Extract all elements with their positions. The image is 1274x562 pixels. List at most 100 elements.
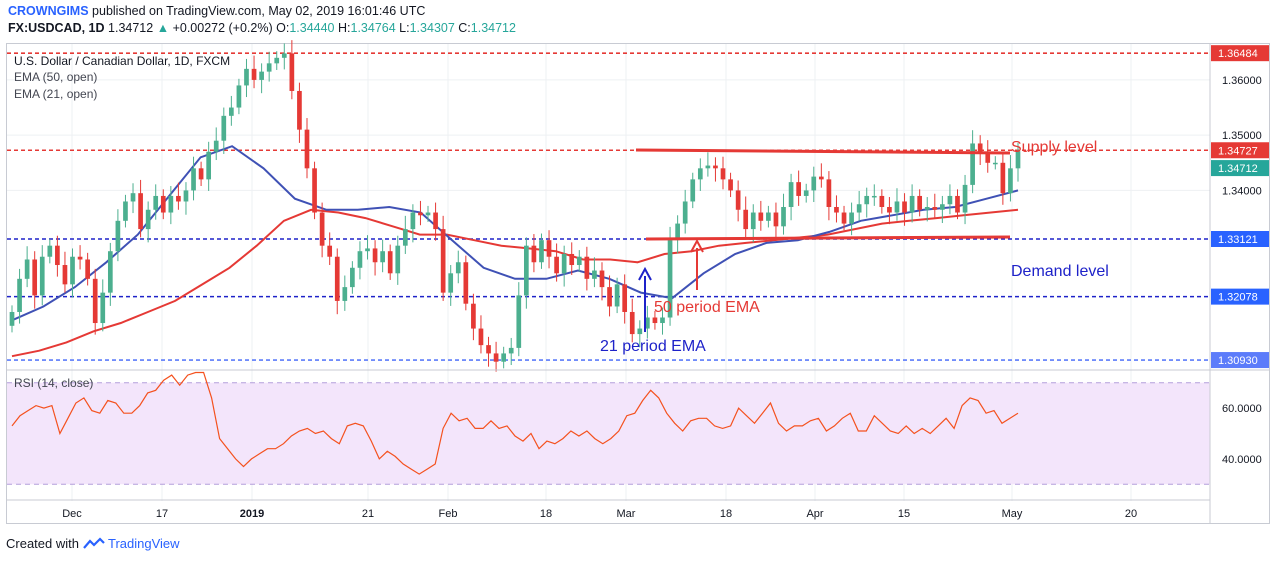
created-with-text: Created with: [6, 536, 79, 551]
candle-body: [402, 229, 408, 246]
candle-body: [274, 57, 280, 64]
candle-body: [236, 85, 242, 108]
candle-body: [955, 195, 960, 213]
candle-body: [486, 345, 491, 354]
author-name[interactable]: CROWNGIMS: [8, 4, 89, 18]
x-tick-label: Mar: [617, 508, 636, 520]
candle-body: [327, 245, 333, 257]
candle-body: [17, 278, 22, 312]
candle-body: [660, 317, 665, 324]
price-tag-label: 1.34727: [1218, 145, 1258, 157]
candle-body: [92, 278, 98, 324]
candle-body: [70, 256, 75, 285]
candle-body: [788, 182, 794, 207]
candle-body: [206, 151, 212, 180]
rsi-tick-label: 60.0000: [1222, 403, 1262, 415]
candle-body: [524, 245, 529, 296]
candle-body: [902, 201, 907, 213]
price-tag-label: 1.33121: [1218, 234, 1258, 246]
candle-body: [266, 63, 272, 72]
candle-body: [576, 256, 582, 266]
rsi-tick-label: 40.0000: [1222, 454, 1262, 466]
x-tick-label: May: [1002, 508, 1023, 520]
candle-body: [463, 262, 469, 304]
candle-body: [312, 168, 317, 213]
published-text: published on TradingView.com, May 02, 20…: [92, 4, 426, 18]
candle-body: [849, 212, 854, 224]
rsi-line: [11, 371, 1019, 475]
candle-body: [796, 182, 801, 196]
candle-body: [985, 151, 991, 163]
x-tick-label: 20: [1125, 508, 1137, 520]
candle-body: [183, 190, 189, 202]
candle-body: [546, 240, 552, 257]
candle-body: [319, 212, 325, 246]
x-tick-label: Dec: [62, 508, 82, 520]
candle-body: [561, 253, 567, 274]
y-tick-label: 1.35000: [1222, 130, 1262, 142]
candle-body: [932, 207, 938, 210]
candle-body: [229, 107, 234, 116]
candle-body: [115, 220, 121, 252]
time-axis[interactable]: Dec 17 2019 21 Feb 18 Mar 18 Apr 15 May 20: [62, 508, 1137, 520]
candle-body: [198, 168, 204, 180]
annotations: Supply level Demand level 50 period EMA …: [600, 139, 1109, 355]
legend-rsi: RSI (14, close): [14, 376, 93, 390]
close-label: C:: [458, 21, 471, 35]
candle-body: [584, 256, 590, 279]
change-value: +0.00272 (+0.2%): [172, 21, 273, 35]
tradingview-brand-link[interactable]: TradingView: [108, 536, 180, 551]
candle-body: [871, 195, 877, 198]
tradingview-logo-icon: [82, 537, 105, 549]
publish-line: CROWNGIMS published on TradingView.com, …: [8, 4, 425, 18]
candle-body: [9, 311, 15, 326]
x-tick-label: 18: [720, 508, 732, 520]
candle-body: [130, 193, 136, 202]
candle-body: [493, 353, 499, 362]
ema50-arrow-head: [690, 238, 704, 253]
candle-body: [629, 311, 635, 335]
demand-trendline: [645, 235, 1011, 241]
candle-body: [879, 195, 885, 207]
price-axis[interactable]: 1.36000 1.35000 1.34000 1.36484 1.34727 1.347…: [7, 44, 1270, 523]
candles: [9, 40, 1021, 372]
price-tag: [1211, 230, 1269, 247]
candle-body: [213, 140, 219, 152]
candle-body: [32, 259, 38, 296]
candle-body: [365, 248, 370, 252]
x-tick-label: Feb: [439, 508, 458, 520]
price-tag: [1211, 142, 1269, 159]
candle-body: [107, 251, 113, 293]
candle-body: [123, 201, 128, 221]
supply-trendline: [635, 148, 1011, 155]
ema21-annotation: 21 period EMA: [600, 338, 706, 355]
candle-body: [773, 212, 779, 227]
x-tick-label: 17: [156, 508, 168, 520]
candle-body: [940, 204, 945, 210]
candle-body: [1000, 162, 1006, 194]
x-tick-label: 18: [540, 508, 552, 520]
candle-body: [153, 195, 159, 210]
candle-body: [713, 165, 718, 169]
candle-body: [55, 245, 60, 266]
candle-body: [100, 292, 106, 324]
candle-body: [569, 253, 575, 266]
candle-body: [531, 245, 537, 263]
candle-body: [176, 195, 181, 202]
candle-body: [841, 212, 847, 224]
candle-body: [62, 265, 68, 285]
candle-body: [970, 143, 975, 185]
price-tag-label: 1.34712: [1218, 163, 1258, 175]
candle-body: [289, 53, 295, 91]
chart-frame[interactable]: [6, 43, 1270, 524]
x-tick-label: 21: [362, 508, 374, 520]
candle-body: [652, 317, 658, 324]
candle-body: [251, 68, 257, 80]
candle-body: [77, 256, 83, 260]
candle-body: [743, 209, 749, 230]
candle-body: [697, 168, 703, 180]
y-tick-label: 1.36000: [1222, 75, 1262, 87]
price-tag-label: 1.36484: [1218, 48, 1258, 60]
x-tick-label: 2019: [240, 508, 264, 520]
